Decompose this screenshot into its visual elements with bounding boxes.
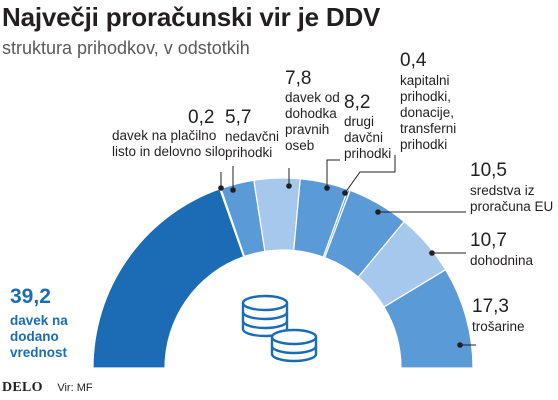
category-label-5-0: kapitalni	[400, 73, 450, 88]
coins-icon	[241, 294, 318, 363]
category-label-5-4: prihodki	[400, 137, 447, 152]
category-label-6-0: sredstva iz	[470, 183, 535, 198]
chart-title: Največji proračunski vir je DDV	[2, 2, 381, 32]
category-label-6-1: proračuna EU	[470, 199, 553, 214]
slices-group	[92, 177, 474, 369]
category-label-0-1: dodano	[10, 329, 59, 344]
leader-dot-5	[342, 190, 348, 196]
footer: DELO Vir: MF	[2, 378, 93, 396]
leader-dot-3	[286, 183, 292, 189]
category-label-3-2: pravnih	[285, 122, 329, 137]
value-label-4: 8,2	[344, 92, 370, 113]
category-label-7-0: dohodnina	[470, 253, 534, 268]
value-label-5: 0,4	[400, 50, 427, 71]
leader-dot-4	[324, 185, 330, 191]
value-label-3: 7,8	[285, 68, 311, 89]
slice-8	[383, 268, 474, 369]
value-label-0: 39,2	[10, 285, 51, 308]
value-label-1: 0,2	[188, 107, 214, 128]
category-label-4-1: davčni	[344, 130, 383, 145]
category-label-3-0: davek od	[285, 90, 340, 105]
category-label-5-2: donacije,	[400, 105, 454, 120]
leader-dot-7	[429, 250, 435, 256]
category-label-3-1: dohodka	[285, 106, 337, 121]
category-label-5-3: transferni	[400, 121, 456, 136]
category-label-1-0: davek na plačilno	[112, 128, 216, 143]
leader-dot-2	[230, 187, 236, 193]
category-label-4-2: prihodki	[344, 146, 391, 161]
value-label-8: 17,3	[472, 296, 509, 317]
category-label-2-0: nedavčni	[225, 129, 279, 144]
leader-lines-group	[218, 155, 476, 348]
category-label-3-3: oseb	[285, 138, 314, 153]
brand-logo: DELO	[2, 380, 43, 395]
slice-0	[92, 188, 245, 369]
category-label-0-0: davek na	[10, 313, 68, 328]
value-label-7: 10,7	[470, 230, 507, 251]
leader-dot-6	[375, 209, 381, 215]
value-label-6: 10,5	[470, 160, 507, 181]
leader-dot-1	[218, 185, 224, 191]
category-label-4-0: drugi	[344, 114, 374, 129]
value-label-2: 5,7	[225, 107, 251, 128]
leader-line-4	[326, 159, 340, 188]
source-note: Vir: MF	[57, 382, 93, 394]
category-label-5-1: prihodki,	[400, 89, 451, 104]
category-label-8-0: trošarine	[472, 319, 525, 334]
leader-line-5	[344, 155, 396, 194]
chart-subtitle: struktura prihodkov, v odstotkih	[2, 38, 250, 58]
category-label-0-2: vrednost	[10, 345, 68, 360]
category-label-2-1: prihodki	[225, 145, 272, 160]
leader-dot-8	[457, 342, 463, 348]
category-label-1-1: listo in delovno silo	[112, 144, 225, 159]
